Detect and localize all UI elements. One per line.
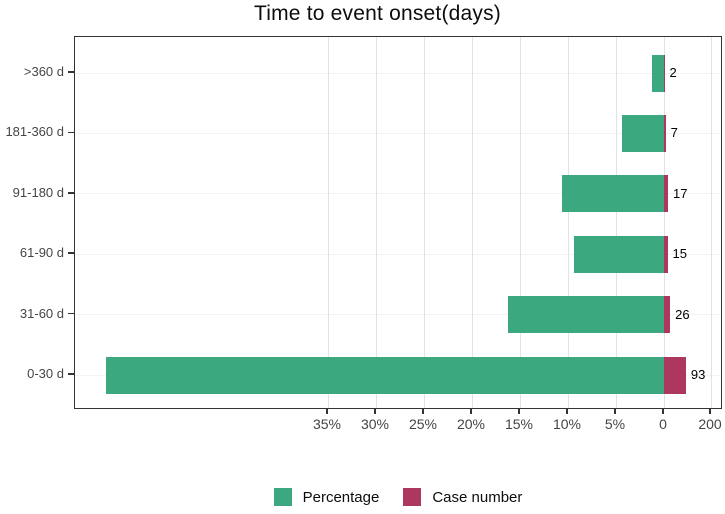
x-axis-tick-label: 5% xyxy=(604,416,626,432)
vertical-gridline xyxy=(567,37,569,408)
x-axis-tick xyxy=(470,409,472,414)
percentage-bar xyxy=(652,54,664,92)
x-axis-tick-label: 20% xyxy=(456,416,486,432)
y-axis-tick xyxy=(68,312,74,315)
x-axis-tick-label: 15% xyxy=(504,416,534,432)
x-axis-tick xyxy=(566,409,568,414)
case-number-bar xyxy=(664,356,686,394)
legend-label: Case number xyxy=(432,488,523,506)
x-axis-tick-label: 0 xyxy=(659,416,667,432)
vertical-gridline xyxy=(471,37,473,408)
horizontal-gridline xyxy=(75,253,721,255)
plot-panel: 2 7 17 15 26 93 xyxy=(74,36,722,409)
vertical-gridline xyxy=(663,37,665,408)
horizontal-gridline xyxy=(75,314,721,316)
y-axis-category-label: 0-30 d xyxy=(27,366,64,381)
vertical-gridline xyxy=(327,37,329,408)
x-axis-tick xyxy=(422,409,424,414)
case-number-value-label: 2 xyxy=(669,65,677,80)
legend-swatch-icon xyxy=(403,488,422,506)
x-axis-tick-label: 10% xyxy=(552,416,582,432)
percentage-bar xyxy=(574,235,664,273)
horizontal-gridline xyxy=(75,72,721,74)
percentage-bar xyxy=(562,175,664,213)
x-axis-tick-label: 35% xyxy=(312,416,342,432)
case-number-value-label: 17 xyxy=(672,185,688,201)
legend-swatch-icon xyxy=(273,488,292,506)
chart-legend: Percentage Case number xyxy=(74,486,722,508)
legend-item: Case number xyxy=(403,488,522,506)
case-number-bar xyxy=(664,235,668,273)
y-axis-tick xyxy=(68,192,74,194)
legend-label: Percentage xyxy=(302,488,380,506)
y-axis-tick xyxy=(68,373,74,375)
legend-item: Percentage xyxy=(273,488,380,506)
percentage-bar xyxy=(508,296,664,334)
y-axis-tick xyxy=(68,71,74,73)
x-axis-tick xyxy=(518,409,520,414)
x-axis-tick xyxy=(374,409,376,414)
y-axis-category-label: 91-180 d xyxy=(12,184,64,200)
percentage-bar xyxy=(106,356,664,394)
vertical-gridline xyxy=(710,37,712,408)
case-number-bar xyxy=(664,296,671,334)
percentage-bar xyxy=(622,114,664,152)
vertical-gridline xyxy=(423,37,425,408)
horizontal-gridline xyxy=(75,193,721,195)
case-number-value-label: 93 xyxy=(690,367,706,382)
y-axis-tick xyxy=(68,252,74,254)
chart-title: Time to event onset(days) xyxy=(254,2,501,25)
vertical-gridline xyxy=(519,37,521,408)
case-number-bar xyxy=(664,175,668,213)
x-axis-tick xyxy=(326,409,328,414)
y-axis-category-label: 181-360 d xyxy=(5,124,64,140)
y-axis-category-label: 31-60 d xyxy=(19,305,64,321)
vertical-gridline xyxy=(615,37,617,408)
x-axis-tick xyxy=(709,409,711,414)
horizontal-gridline xyxy=(75,132,721,134)
y-axis-tick xyxy=(68,131,74,134)
case-number-value-label: 7 xyxy=(670,125,678,141)
y-axis-category-label: 61-90 d xyxy=(19,245,64,261)
vertical-gridline xyxy=(375,37,377,408)
x-axis-tick xyxy=(662,409,664,414)
case-number-value-label: 15 xyxy=(672,246,687,262)
x-axis-tick-label: 30% xyxy=(360,416,390,432)
case-number-bar xyxy=(664,114,666,152)
case-number-value-label: 26 xyxy=(675,306,690,322)
x-axis-tick-label: 25% xyxy=(408,416,438,432)
y-axis-category-label: >360 d xyxy=(23,64,64,79)
x-axis-tick xyxy=(614,409,616,414)
x-axis-tick-label: 200 xyxy=(698,416,722,432)
